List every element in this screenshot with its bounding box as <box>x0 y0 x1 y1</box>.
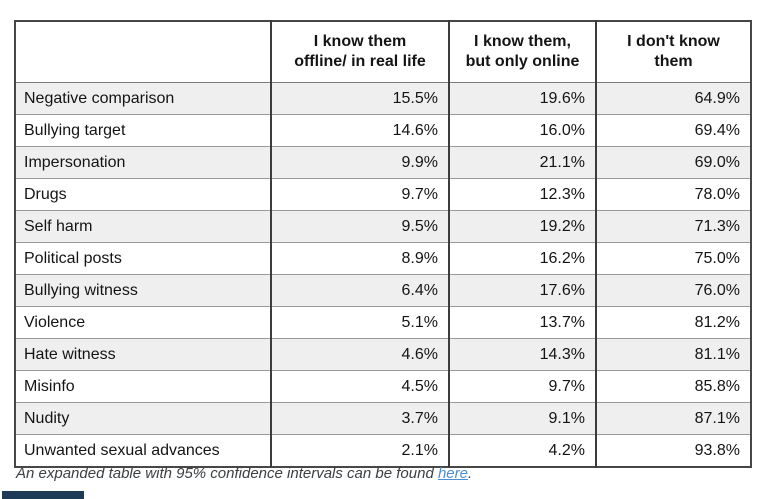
header-line: I know them <box>313 33 407 50</box>
cell-value: 75.0% <box>595 242 751 275</box>
cell-value: 6.4% <box>270 274 449 307</box>
table-row: Bullying target 14.6% 16.0% 69.4% <box>15 114 751 147</box>
table-row: Political posts 8.9% 16.2% 75.0% <box>15 242 751 275</box>
cell-value: 4.5% <box>270 370 449 403</box>
table-row: Nudity 3.7% 9.1% 87.1% <box>15 402 751 435</box>
cell-value: 17.6% <box>448 274 596 307</box>
row-label: Violence <box>15 306 271 339</box>
table-row: Drugs 9.7% 12.3% 78.0% <box>15 178 751 211</box>
table-row: Self harm 9.5% 19.2% 71.3% <box>15 210 751 243</box>
cell-value: 2.1% <box>270 434 449 467</box>
header-row: I know them offline/ in real life I know… <box>15 21 751 83</box>
row-label: Bullying witness <box>15 274 271 307</box>
cell-value: 71.3% <box>595 210 751 243</box>
cell-value: 19.6% <box>448 82 596 115</box>
cell-value: 9.5% <box>270 210 449 243</box>
cell-value: 3.7% <box>270 402 449 435</box>
row-label: Bullying target <box>15 114 271 147</box>
cell-value: 16.0% <box>448 114 596 147</box>
cell-value: 15.5% <box>270 82 449 115</box>
row-label: Misinfo <box>15 370 271 403</box>
row-label: Drugs <box>15 178 271 211</box>
table-row: Unwanted sexual advances 2.1% 4.2% 93.8% <box>15 434 751 467</box>
cell-value: 14.6% <box>270 114 449 147</box>
header-line: I don't know <box>627 33 720 50</box>
cell-value: 81.1% <box>595 338 751 371</box>
cell-value: 12.3% <box>448 178 596 211</box>
column-header-dont-know: I don't know them <box>595 21 751 83</box>
cell-value: 19.2% <box>448 210 596 243</box>
cell-value: 9.7% <box>270 178 449 211</box>
caption-text: An expanded table with 95% confidence in… <box>16 465 438 482</box>
cell-value: 9.9% <box>270 146 449 179</box>
cell-value: 9.1% <box>448 402 596 435</box>
row-label: Negative comparison <box>24 89 175 107</box>
cell-value: 64.9% <box>595 82 751 115</box>
table-row: Violence 5.1% 13.7% 81.2% <box>15 306 751 339</box>
header-line: but only online <box>465 53 580 70</box>
expanded-table-link[interactable]: here <box>437 465 468 482</box>
header-line: I know them, <box>474 33 571 50</box>
cell-value: 14.3% <box>448 338 596 371</box>
relationship-exposure-table: I know them offline/ in real life I know… <box>14 20 752 468</box>
table-row: Negative comparison 15.5% 19.6% 64.9% <box>15 82 751 115</box>
relationship-exposure-table-container: I know them offline/ in real life I know… <box>14 20 752 468</box>
row-label: Impersonation <box>15 146 271 179</box>
column-header-know-offline: I know them offline/ in real life <box>270 21 449 83</box>
cell-value: 8.9% <box>270 242 449 275</box>
cell-value: 85.8% <box>595 370 751 403</box>
table-row: Hate witness 4.6% 14.3% 81.1% <box>15 338 751 371</box>
column-header-know-online: I know them, but only online <box>448 21 596 83</box>
table-row: Misinfo 4.5% 9.7% 85.8% <box>15 370 751 403</box>
table-caption: An expanded table with 95% confidence in… <box>16 465 472 482</box>
cell-value: 87.1% <box>595 402 751 435</box>
cell-value: 76.0% <box>595 274 751 307</box>
row-label: Political posts <box>15 242 271 275</box>
cell-value: 5.1% <box>270 306 449 339</box>
cell-value: 9.7% <box>448 370 596 403</box>
cell-value: 69.0% <box>595 146 751 179</box>
header-line: offline/ in real life <box>294 53 426 70</box>
cell-value: 81.2% <box>595 306 751 339</box>
row-label: Self harm <box>15 210 271 243</box>
cell-value: 16.2% <box>448 242 596 275</box>
cell-value: 4.6% <box>270 338 449 371</box>
corner-cell <box>15 21 271 83</box>
cell-value: 69.4% <box>595 114 751 147</box>
table-row: Impersonation 9.9% 21.1% 69.0% <box>15 146 751 179</box>
row-label: Hate witness <box>15 338 271 371</box>
cell-value: 13.7% <box>448 306 596 339</box>
header-line: them <box>654 53 693 70</box>
row-label: Unwanted sexual advances <box>15 434 271 467</box>
cell-value: 78.0% <box>595 178 751 211</box>
caption-period: . <box>468 465 473 482</box>
row-label: Nudity <box>15 402 271 435</box>
table-row: Bullying witness 6.4% 17.6% 76.0% <box>15 274 751 307</box>
cropped-partial-element <box>2 491 84 499</box>
cell-value: 4.2% <box>448 434 596 467</box>
cell-value: 93.8% <box>595 434 751 467</box>
cell-value: 21.1% <box>448 146 596 179</box>
